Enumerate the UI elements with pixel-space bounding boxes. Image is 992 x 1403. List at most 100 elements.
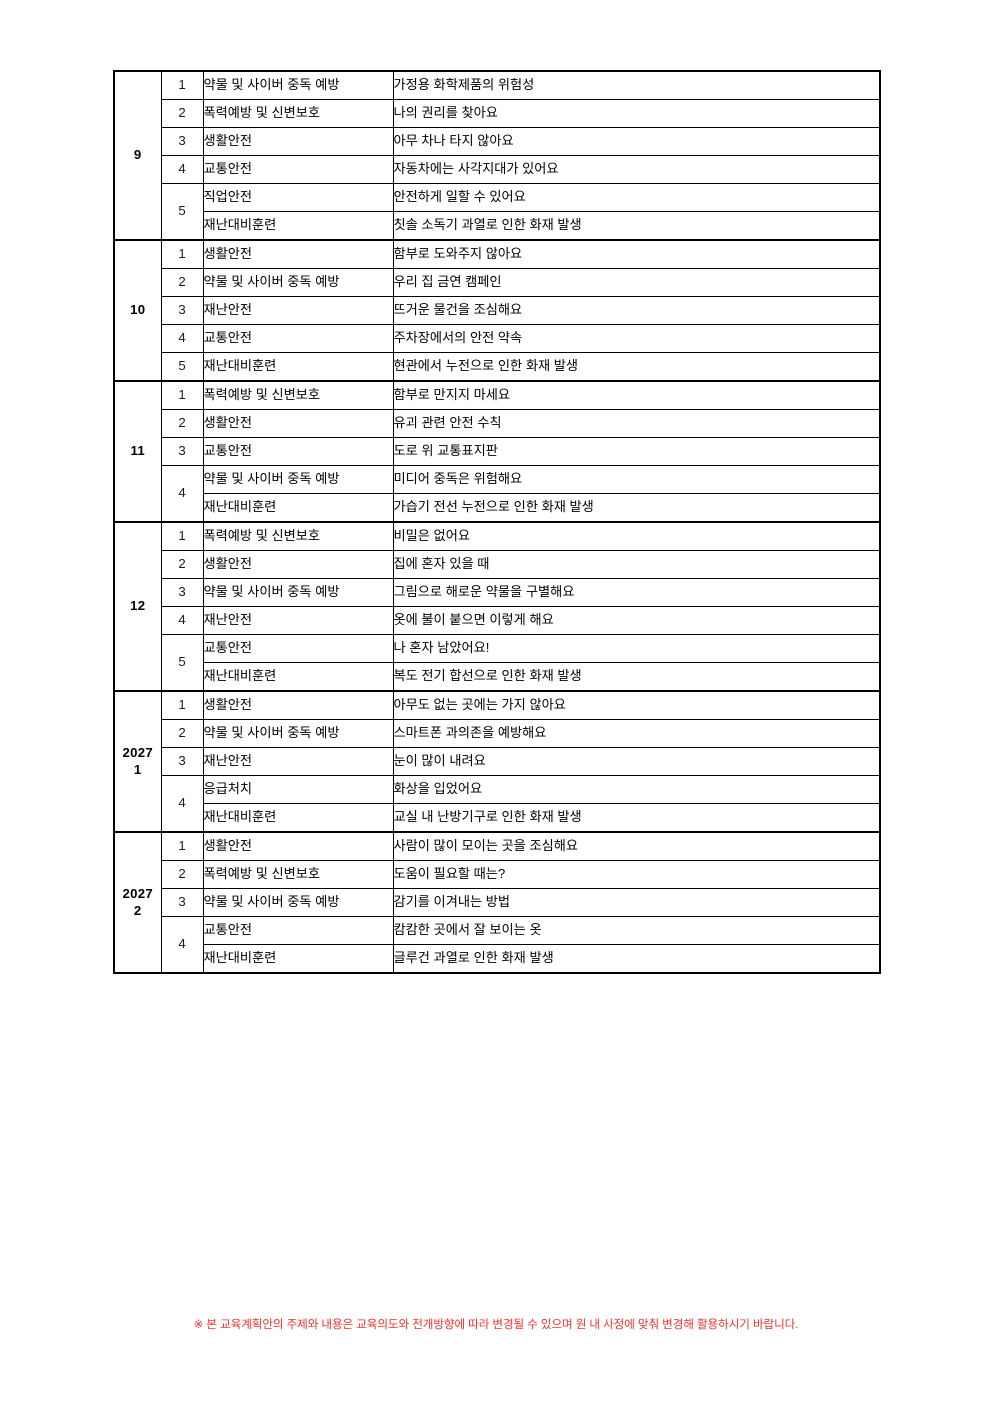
session-number-cell: 3	[160, 747, 204, 776]
month-cell: 2027 2	[113, 831, 162, 974]
session-number-cell: 2	[160, 99, 204, 128]
table-row: 4 교통안전 캄캄한 곳에서 잘 보이는 옷	[114, 916, 881, 974]
table-row: 2 생활안전 집에 혼자 있을 때	[114, 550, 881, 579]
month-cell: 11	[113, 380, 162, 523]
month-label: 10	[130, 302, 146, 318]
footer-note: ※ 본 교육계획안의 주제와 내용은 교육의도와 전개방향에 따라 변경될 수 …	[0, 1316, 992, 1332]
table-row: 4 약물 및 사이버 중독 예방 미디어 중독은 위험해요	[114, 465, 881, 523]
topic-cell: 약물 및 사이버 중독 예방	[202, 719, 394, 748]
detail-cell: 함부로 만지지 마세요	[392, 380, 881, 410]
topic-cell: 직업안전	[202, 183, 394, 212]
session-number-cell: 2	[160, 268, 204, 297]
table-row: 3 약물 및 사이버 중독 예방 그림으로 해로운 약물을 구별해요	[114, 578, 881, 607]
topic-cell: 교통안전	[202, 634, 394, 663]
table-row: 3 재난안전 눈이 많이 내려요	[114, 747, 881, 776]
topic-cell: 생활안전	[202, 690, 394, 720]
safety-education-plan-table: 9 1 약물 및 사이버 중독 예방 가정용 화학제품의 위험성 2 폭력예방 및 신변보…	[113, 70, 881, 974]
topic-cell: 재난대비훈련	[202, 944, 394, 974]
table-row: 재난대비훈련 글루건 과열로 인한 화재 발생	[114, 944, 881, 974]
topic-cell: 재난안전	[202, 747, 394, 776]
detail-cell: 화상을 입었어요	[392, 775, 881, 804]
topic-cell: 폭력예방 및 신변보호	[202, 99, 394, 128]
detail-cell: 미디어 중독은 위험해요	[392, 465, 881, 494]
detail-cell: 캄캄한 곳에서 잘 보이는 옷	[392, 916, 881, 945]
table-row: 2027 1 1 생활안전 아무도 없는 곳에는 가지 않아요	[113, 690, 881, 833]
session-number-cell: 1	[160, 690, 204, 720]
session-number-cell: 3	[160, 127, 204, 156]
month-cell: 12	[113, 521, 162, 692]
session-number-cell: 4	[160, 324, 204, 353]
topic-cell: 교통안전	[202, 324, 394, 353]
topic-cell: 폭력예방 및 신변보호	[202, 380, 394, 410]
session-number-cell: 2	[160, 409, 204, 438]
detail-cell: 도로 위 교통표지판	[392, 437, 881, 466]
topic-cell: 약물 및 사이버 중독 예방	[202, 578, 394, 607]
table-row: 3 생활안전 아무 차나 타지 않아요	[114, 127, 881, 156]
topic-cell: 교통안전	[202, 437, 394, 466]
detail-cell: 나 혼자 남았어요!	[392, 634, 881, 663]
session-number-cell: 3	[160, 437, 204, 466]
topic-cell: 재난대비훈련	[202, 662, 394, 692]
table-row: 3 교통안전 도로 위 교통표지판	[114, 437, 881, 466]
detail-cell: 아무 차나 타지 않아요	[392, 127, 881, 156]
table-row: 11 1 폭력예방 및 신변보호 함부로 만지지 마세요	[113, 380, 881, 523]
table-row: 5 재난대비훈련 현관에서 누전으로 인한 화재 발생	[114, 352, 881, 382]
table-row: 재난대비훈련 칫솔 소독기 과열로 인한 화재 발생	[114, 211, 881, 241]
session-number-cell: 5	[160, 352, 204, 382]
session-number-cell: 2	[160, 719, 204, 748]
detail-cell: 현관에서 누전으로 인한 화재 발생	[392, 352, 881, 382]
detail-cell: 교실 내 난방기구로 인한 화재 발생	[392, 803, 881, 833]
topic-cell: 약물 및 사이버 중독 예방	[202, 465, 394, 494]
month-label: 2	[133, 902, 142, 918]
month-label: 11	[130, 443, 146, 459]
table-row: 3 약물 및 사이버 중독 예방 감기를 이겨내는 방법	[114, 888, 881, 917]
detail-cell: 스마트폰 과의존을 예방해요	[392, 719, 881, 748]
topic-cell: 재난대비훈련	[202, 352, 394, 382]
topic-cell: 생활안전	[202, 127, 394, 156]
topic-cell: 재난안전	[202, 296, 394, 325]
detail-cell: 안전하게 일할 수 있어요	[392, 183, 881, 212]
topic-cell: 생활안전	[202, 831, 394, 861]
detail-cell: 가습기 전선 누전으로 인한 화재 발생	[392, 493, 881, 523]
detail-cell: 칫솔 소독기 과열로 인한 화재 발생	[392, 211, 881, 241]
detail-cell: 옷에 불이 붙으면 이렇게 해요	[392, 606, 881, 635]
table-row: 3 재난안전 뜨거운 물건을 조심해요	[114, 296, 881, 325]
topic-cell: 재난안전	[202, 606, 394, 635]
session-number-cell: 3	[160, 296, 204, 325]
topic-cell: 재난대비훈련	[202, 493, 394, 523]
month-cell: 9	[113, 70, 162, 241]
month-label: 9	[133, 147, 142, 163]
topic-cell: 폭력예방 및 신변보호	[202, 521, 394, 551]
table-row: 재난대비훈련 복도 전기 합선으로 인한 화재 발생	[114, 662, 881, 692]
topic-cell: 생활안전	[202, 409, 394, 438]
session-number-cell: 2	[160, 860, 204, 889]
table-row: 2 폭력예방 및 신변보호 도움이 필요할 때는?	[114, 860, 881, 889]
table-row: 4 응급처치 화상을 입었어요	[114, 775, 881, 833]
topic-cell: 폭력예방 및 신변보호	[202, 860, 394, 889]
detail-cell: 집에 혼자 있을 때	[392, 550, 881, 579]
detail-cell: 아무도 없는 곳에는 가지 않아요	[392, 690, 881, 720]
topic-cell: 응급처치	[202, 775, 394, 804]
month-cell: 2027 1	[113, 690, 162, 833]
table-row: 2 폭력예방 및 신변보호 나의 권리를 찾아요	[114, 99, 881, 128]
session-number-cell: 3	[160, 888, 204, 917]
table-row: 재난대비훈련 가습기 전선 누전으로 인한 화재 발생	[114, 493, 881, 523]
plan-table-body: 9 1 약물 및 사이버 중독 예방 가정용 화학제품의 위험성 2 폭력예방 및 신변보…	[113, 70, 881, 974]
session-number-cell: 4	[160, 155, 204, 184]
session-number-cell: 3	[160, 578, 204, 607]
detail-cell: 그림으로 해로운 약물을 구별해요	[392, 578, 881, 607]
footer-note-text: 본 교육계획안의 주제와 내용은 교육의도와 전개방향에 따라 변경될 수 있으…	[206, 1318, 799, 1331]
table-row: 12 1 폭력예방 및 신변보호 비밀은 없어요	[113, 521, 881, 692]
topic-cell: 교통안전	[202, 155, 394, 184]
session-number-cell: 5	[160, 634, 204, 692]
table-row: 4 교통안전 자동차에는 사각지대가 있어요	[114, 155, 881, 184]
table-row: 2027 2 1 생활안전 사람이 많이 모이는 곳을 조심해요	[113, 831, 881, 974]
session-number-cell: 4	[160, 606, 204, 635]
detail-cell: 복도 전기 합선으로 인한 화재 발생	[392, 662, 881, 692]
detail-cell: 사람이 많이 모이는 곳을 조심해요	[392, 831, 881, 861]
detail-cell: 자동차에는 사각지대가 있어요	[392, 155, 881, 184]
table-row: 4 교통안전 주차장에서의 안전 약속	[114, 324, 881, 353]
table-row: 5 교통안전 나 혼자 남았어요!	[114, 634, 881, 692]
table-row: 2 약물 및 사이버 중독 예방 스마트폰 과의존을 예방해요	[114, 719, 881, 748]
